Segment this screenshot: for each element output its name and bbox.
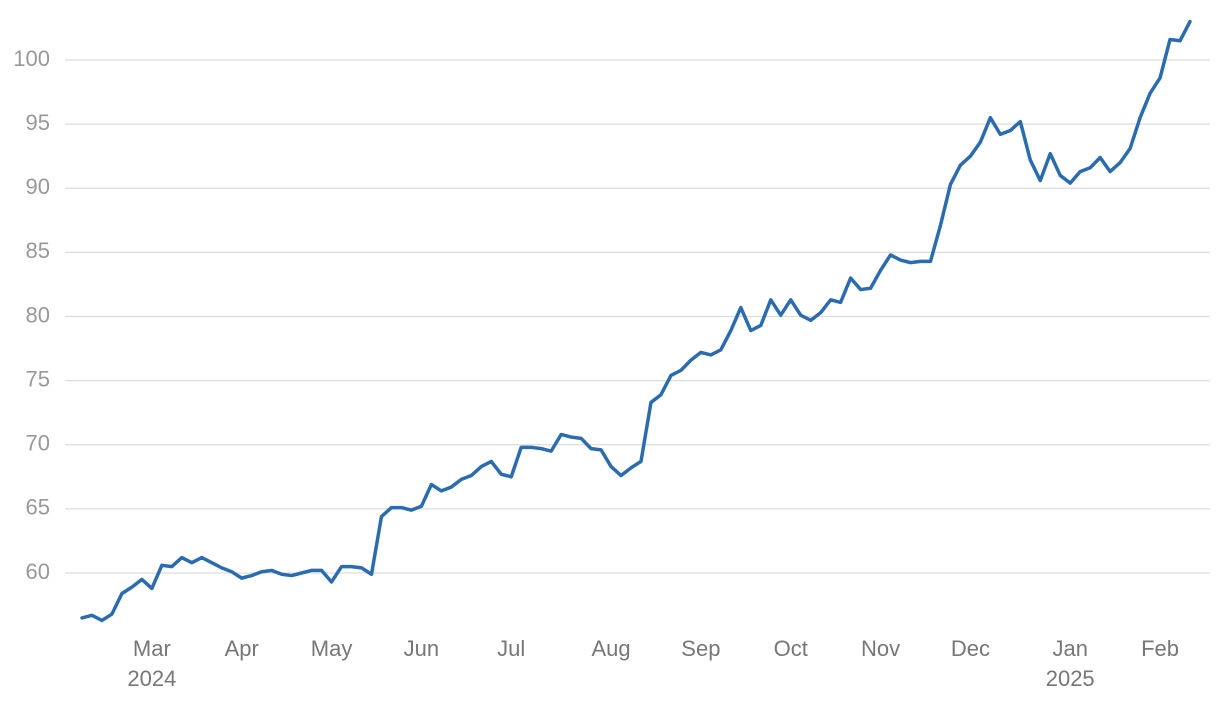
y-tick-label: 95 bbox=[26, 110, 50, 135]
x-tick-label: Jul bbox=[497, 636, 526, 661]
x-tick-label: Oct bbox=[773, 636, 808, 661]
x-tick-label: Dec bbox=[950, 636, 990, 661]
y-tick-label: 75 bbox=[26, 366, 50, 391]
x-tick-label: Jan 2025 bbox=[1045, 636, 1095, 691]
x-tick-label: Sep bbox=[681, 636, 721, 661]
x-tick-label: Jun bbox=[403, 636, 440, 661]
x-tick-label: Mar 2024 bbox=[127, 636, 177, 691]
x-tick-label: Nov bbox=[860, 636, 901, 661]
y-tick-label: 60 bbox=[26, 559, 50, 584]
x-tick-label: Aug bbox=[591, 636, 631, 661]
y-tick-label: 70 bbox=[26, 431, 50, 456]
y-tick-label: 100 bbox=[13, 46, 50, 71]
y-tick-label: 65 bbox=[26, 495, 50, 520]
x-tick-label: May bbox=[310, 636, 353, 661]
line bbox=[80, 19, 1192, 623]
y-tick-label: 80 bbox=[26, 302, 50, 327]
y-tick-label: 85 bbox=[26, 238, 50, 263]
x-tick-label: Feb bbox=[1141, 636, 1179, 661]
x-tick-label: Apr bbox=[224, 636, 259, 661]
y-tick-label: 90 bbox=[26, 174, 50, 199]
